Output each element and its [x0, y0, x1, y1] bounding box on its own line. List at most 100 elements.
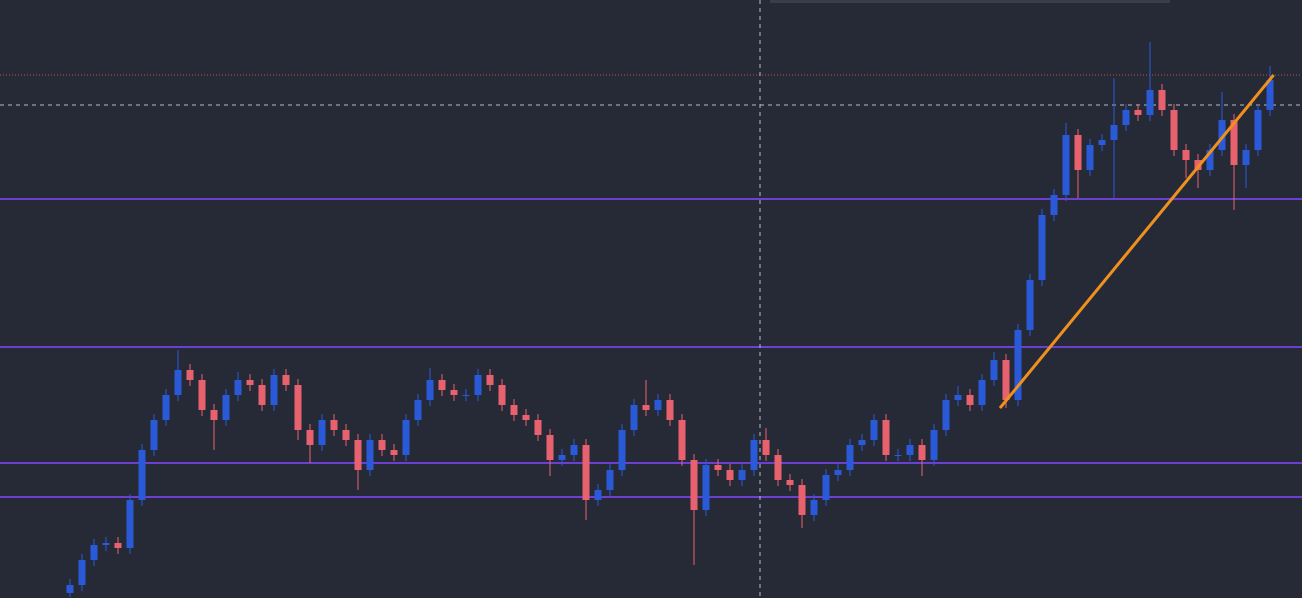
candle-body	[630, 405, 638, 430]
candle-body	[210, 410, 218, 420]
candle-body	[534, 420, 542, 435]
candle-body	[1074, 135, 1082, 170]
candle-body	[150, 420, 158, 450]
candle-body	[990, 360, 998, 380]
candle-body	[978, 380, 986, 405]
candle-body	[378, 440, 386, 450]
candle-body	[1170, 110, 1178, 150]
candle-body	[654, 400, 662, 410]
candle-body	[930, 430, 938, 460]
candle-body	[894, 455, 902, 456]
candle-body	[402, 420, 410, 455]
candle-body	[498, 385, 506, 405]
candle-body	[1242, 150, 1250, 165]
candle-body	[1062, 135, 1070, 195]
candle-body	[1266, 80, 1274, 110]
trendline	[998, 74, 1275, 409]
candle-body	[750, 440, 758, 470]
candle-body	[450, 390, 458, 395]
candle-body	[1218, 120, 1226, 150]
candle-body	[810, 500, 818, 515]
candle-body	[510, 405, 518, 415]
candle-body	[390, 450, 398, 455]
candle-body	[798, 485, 806, 515]
candle-body	[918, 445, 926, 460]
candle-body	[306, 430, 314, 445]
candle-body	[126, 500, 134, 548]
candle-body	[906, 445, 914, 455]
candle-body	[966, 395, 974, 405]
candle-body	[462, 395, 470, 396]
candle-body	[546, 435, 554, 460]
candle-body	[438, 380, 446, 390]
candle-body	[618, 430, 626, 470]
candle-body	[1206, 150, 1214, 170]
candle-body	[606, 470, 614, 490]
candle-body	[366, 440, 374, 470]
candle-body	[174, 370, 182, 395]
candle-body	[834, 470, 842, 475]
candle-body	[222, 395, 230, 420]
candle-body	[1050, 195, 1058, 215]
candle-body	[138, 450, 146, 500]
candle-body	[846, 445, 854, 470]
candle-body	[858, 440, 866, 445]
candle-body	[666, 400, 674, 420]
candle-body	[1158, 90, 1166, 110]
candle-body	[102, 543, 110, 545]
candle-body	[822, 475, 830, 500]
candle-body	[414, 400, 422, 420]
candle-body	[330, 420, 338, 430]
candle-body	[570, 445, 578, 455]
candle-body	[1230, 120, 1238, 165]
candle-body	[90, 545, 98, 560]
toolbar-edge	[770, 0, 1170, 3]
candle-body	[270, 375, 278, 405]
candle-body	[258, 385, 266, 405]
candle-body	[342, 430, 350, 440]
candle-body	[78, 560, 86, 585]
candle-body	[870, 420, 878, 440]
candle-body	[714, 465, 722, 470]
candle-body	[522, 415, 530, 420]
candle-body	[774, 455, 782, 480]
candle-body	[1002, 360, 1010, 400]
candle-body	[294, 385, 302, 430]
candle-body	[594, 490, 602, 500]
candle-body	[558, 455, 566, 460]
candle-body	[762, 440, 770, 455]
candle-body	[1086, 145, 1094, 170]
candle-body	[954, 395, 962, 400]
candle-body	[678, 420, 686, 460]
candle-body	[1254, 110, 1262, 150]
candle-body	[486, 375, 494, 385]
candle-body	[114, 543, 122, 548]
candle-body	[1026, 280, 1034, 330]
candle-body	[582, 445, 590, 500]
candle-body	[786, 480, 794, 485]
candle-body	[162, 395, 170, 420]
candle-body	[1134, 110, 1142, 115]
candle-body	[234, 380, 242, 395]
candle-body	[1110, 125, 1118, 140]
candle-body	[642, 405, 650, 410]
candle-body	[1182, 150, 1190, 160]
candle-body	[1098, 140, 1106, 145]
candle-body	[186, 370, 194, 380]
candle-body	[474, 375, 482, 395]
candle-body	[1038, 215, 1046, 280]
candle-body	[942, 400, 950, 430]
candle-body	[1014, 330, 1022, 400]
candle-body	[1146, 90, 1154, 115]
candle-body	[1122, 110, 1130, 125]
candle-body	[738, 470, 746, 480]
candle-body	[246, 380, 254, 385]
candle-body	[882, 420, 890, 455]
candle-body	[282, 375, 290, 385]
candle-body	[426, 380, 434, 400]
candle-body	[318, 420, 326, 445]
candle-body	[198, 380, 206, 410]
